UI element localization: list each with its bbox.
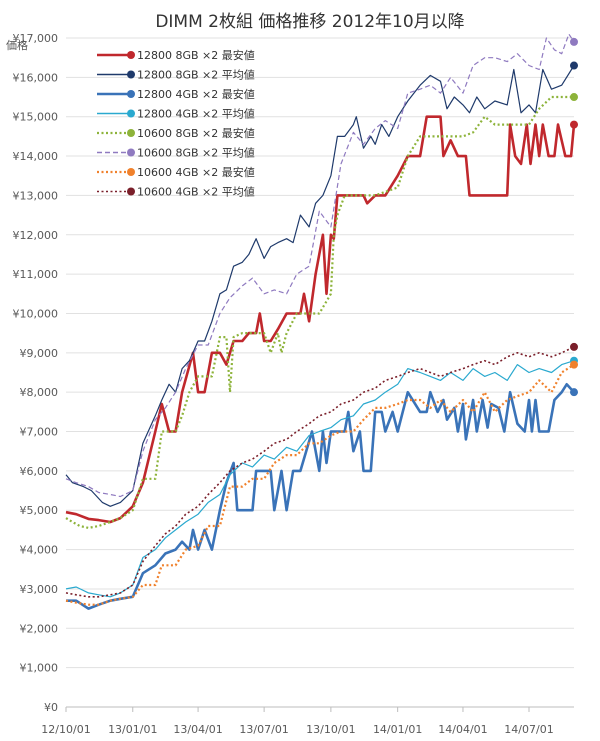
y-tick-label: ¥2,000 (20, 622, 59, 635)
legend-marker (127, 168, 135, 176)
series-end-marker (570, 61, 578, 70)
legend-marker (127, 90, 135, 98)
y-axis: ¥0 ¥1,000 ¥2,000 ¥3,000 ¥4,000 ¥5,000 ¥6,000 ¥7… (13, 32, 59, 714)
legend: 12800 8GB ×2 最安値 12800 8GB ×2 平均値 12800 4G… (97, 48, 255, 199)
series-line (65, 33, 575, 498)
series-line (65, 95, 574, 529)
legend-label: 12800 4GB ×2 最安値 (137, 87, 255, 101)
legend-marker (127, 129, 135, 137)
legend-label: 10600 8GB ×2 平均値 (137, 147, 255, 160)
legend-label: 12800 8GB ×2 平均値 (137, 69, 255, 82)
series-end-marker (570, 360, 578, 369)
x-tick-label: 13/07/01 (239, 723, 288, 736)
series-line (66, 383, 575, 610)
legend-label: 12800 4GB ×2 平均値 (137, 108, 255, 121)
x-tick-label: 12/10/01 (41, 723, 90, 736)
series-line (65, 115, 576, 524)
y-tick-label: ¥16,000 (13, 71, 59, 84)
y-axis-title: 価格 (6, 38, 28, 52)
legend-label: 10600 8GB ×2 最安値 (137, 126, 255, 140)
series-end-marker (570, 93, 578, 102)
y-tick-label: ¥17,000 (13, 32, 59, 45)
y-tick-label: ¥9,000 (20, 347, 59, 360)
series-line (65, 363, 575, 606)
series-line (65, 65, 575, 507)
legend-marker (127, 148, 135, 157)
y-tick-label: ¥5,000 (20, 504, 59, 517)
x-tick-label: 14/07/01 (504, 723, 553, 736)
y-tick-label: ¥7,000 (20, 426, 59, 439)
y-tick-label: ¥1,000 (20, 662, 59, 675)
y-tick-label: ¥13,000 (13, 189, 59, 202)
series-end-marker (570, 37, 578, 46)
y-tick-label: ¥4,000 (20, 544, 59, 557)
chart-title: DIMM 2枚組 価格推移 2012年10月以降 (155, 12, 464, 32)
series-end-marker (570, 388, 578, 397)
legend-marker (127, 187, 135, 196)
legend-label: 12800 8GB ×2 最安値 (137, 48, 255, 62)
series-line (65, 360, 575, 598)
y-tick-label: ¥12,000 (13, 229, 59, 242)
x-tick-label: 13/04/01 (173, 723, 222, 736)
series-lines (65, 33, 578, 610)
gridlines (66, 37, 574, 708)
x-tick-label: 13/01/01 (108, 723, 157, 736)
series-end-marker (570, 120, 578, 129)
legend-marker (127, 51, 135, 59)
y-tick-label: ¥6,000 (20, 465, 59, 478)
y-tick-label: ¥15,000 (13, 111, 59, 124)
y-tick-label: ¥11,000 (13, 268, 59, 281)
y-tick-label: ¥3,000 (20, 583, 59, 596)
legend-label: 10600 4GB ×2 最安値 (137, 165, 255, 179)
y-tick-label: ¥0 (44, 701, 58, 714)
series-end-marker (570, 342, 578, 351)
series-line (65, 346, 575, 598)
legend-marker (127, 70, 135, 79)
x-axis: 12/10/01 13/01/01 13/04/01 13/07/01 13/10/01… (41, 707, 554, 736)
y-tick-label: ¥14,000 (13, 150, 59, 163)
y-tick-label: ¥8,000 (20, 386, 59, 399)
x-tick-label: 13/10/01 (306, 723, 355, 736)
y-tick-label: ¥10,000 (13, 307, 59, 320)
x-tick-label: 14/01/01 (373, 723, 422, 736)
x-tick-label: 14/04/01 (438, 723, 487, 736)
legend-marker (127, 109, 135, 118)
legend-label: 10600 4GB ×2 平均値 (137, 186, 255, 199)
